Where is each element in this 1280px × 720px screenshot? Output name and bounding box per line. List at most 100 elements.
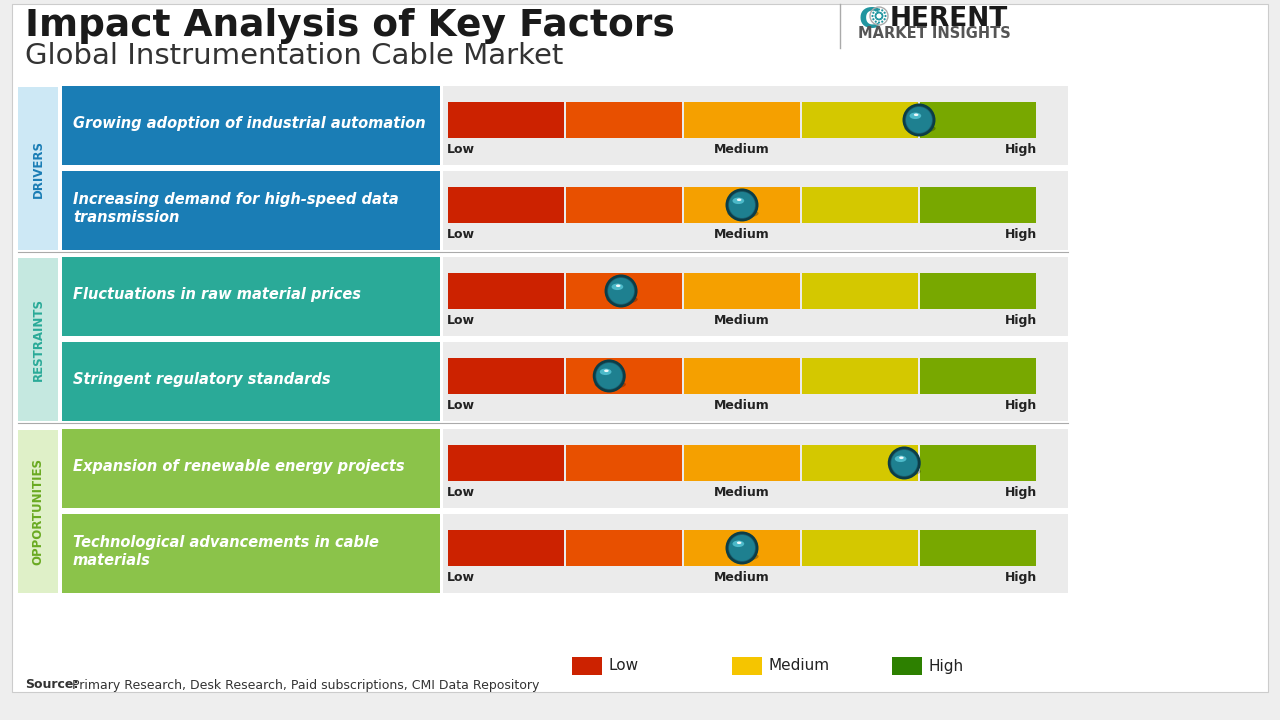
Circle shape <box>872 18 874 20</box>
Ellipse shape <box>607 295 637 304</box>
Text: Low: Low <box>447 571 475 584</box>
Circle shape <box>878 22 881 24</box>
Circle shape <box>881 9 883 12</box>
Ellipse shape <box>595 380 626 389</box>
Text: RESTRAINTS: RESTRAINTS <box>32 298 45 381</box>
Circle shape <box>593 359 626 392</box>
Text: Medium: Medium <box>714 571 769 584</box>
Text: Primary Research, Desk Research, Paid subscriptions, CMI Data Repository: Primary Research, Desk Research, Paid su… <box>72 678 539 691</box>
Bar <box>732 657 762 675</box>
Ellipse shape <box>914 114 919 116</box>
Text: DRIVERS: DRIVERS <box>32 140 45 197</box>
Bar <box>684 187 800 223</box>
Bar <box>443 86 1068 165</box>
Text: Low: Low <box>447 399 475 412</box>
Bar <box>18 87 58 250</box>
Text: Global Instrumentation Cable Market: Global Instrumentation Cable Market <box>26 42 563 70</box>
Text: Increasing demand for high-speed data
transmission: Increasing demand for high-speed data tr… <box>73 192 399 225</box>
Circle shape <box>727 191 756 220</box>
Bar <box>566 445 682 481</box>
Text: High: High <box>1005 228 1037 241</box>
Circle shape <box>607 276 636 305</box>
Ellipse shape <box>727 552 759 561</box>
Bar <box>443 171 1068 250</box>
Bar <box>448 102 564 138</box>
Bar <box>566 102 682 138</box>
Bar <box>566 358 682 394</box>
Text: OPPORTUNITIES: OPPORTUNITIES <box>32 458 45 565</box>
Circle shape <box>883 18 886 20</box>
Text: High: High <box>1005 399 1037 412</box>
Circle shape <box>874 9 877 12</box>
Circle shape <box>881 13 883 15</box>
Circle shape <box>727 534 756 562</box>
Circle shape <box>879 18 882 20</box>
Text: High: High <box>1005 571 1037 584</box>
Bar <box>684 530 800 566</box>
Circle shape <box>884 15 887 17</box>
Text: Medium: Medium <box>714 486 769 499</box>
Bar <box>448 358 564 394</box>
Bar <box>803 273 918 309</box>
Bar <box>920 445 1036 481</box>
Text: Low: Low <box>447 314 475 327</box>
Text: Medium: Medium <box>714 143 769 156</box>
Circle shape <box>874 13 877 15</box>
Circle shape <box>874 15 877 17</box>
Text: Low: Low <box>608 659 639 673</box>
Circle shape <box>905 105 933 135</box>
Circle shape <box>878 9 881 11</box>
Circle shape <box>878 12 881 14</box>
Text: High: High <box>1005 314 1037 327</box>
Text: Fluctuations in raw material prices: Fluctuations in raw material prices <box>73 287 361 302</box>
Bar <box>803 358 918 394</box>
Bar <box>443 342 1068 421</box>
Circle shape <box>726 189 759 222</box>
Text: Low: Low <box>447 486 475 499</box>
Circle shape <box>730 192 755 218</box>
Text: Low: Low <box>447 228 475 241</box>
Circle shape <box>876 12 878 14</box>
Bar <box>803 102 918 138</box>
Circle shape <box>879 12 882 14</box>
Ellipse shape <box>737 199 741 201</box>
Circle shape <box>891 450 918 476</box>
Text: Expansion of renewable energy projects: Expansion of renewable energy projects <box>73 459 404 474</box>
Bar <box>684 102 800 138</box>
Bar <box>448 530 564 566</box>
Bar <box>920 187 1036 223</box>
Bar <box>920 530 1036 566</box>
Bar <box>803 530 918 566</box>
Ellipse shape <box>899 456 904 459</box>
Text: Low: Low <box>447 143 475 156</box>
Circle shape <box>604 274 637 307</box>
Bar <box>443 429 1068 508</box>
Circle shape <box>906 107 932 133</box>
Bar <box>443 514 1068 593</box>
Text: C: C <box>858 6 879 34</box>
Bar <box>61 429 440 508</box>
Bar <box>448 187 564 223</box>
Bar <box>443 257 1068 336</box>
Bar <box>566 187 682 223</box>
Bar <box>18 258 58 421</box>
Bar <box>18 430 58 593</box>
Bar <box>684 358 800 394</box>
Circle shape <box>888 446 920 480</box>
Circle shape <box>872 12 874 14</box>
Bar <box>892 657 922 675</box>
Ellipse shape <box>895 456 906 462</box>
Bar <box>448 445 564 481</box>
Circle shape <box>872 15 874 17</box>
Circle shape <box>881 17 883 19</box>
Circle shape <box>881 21 883 23</box>
Ellipse shape <box>732 197 744 204</box>
Circle shape <box>608 278 634 304</box>
Ellipse shape <box>727 209 759 218</box>
Bar <box>61 514 440 593</box>
Circle shape <box>883 12 886 14</box>
Bar <box>61 257 440 336</box>
Circle shape <box>595 361 623 390</box>
Bar <box>61 86 440 165</box>
Bar <box>61 342 440 421</box>
